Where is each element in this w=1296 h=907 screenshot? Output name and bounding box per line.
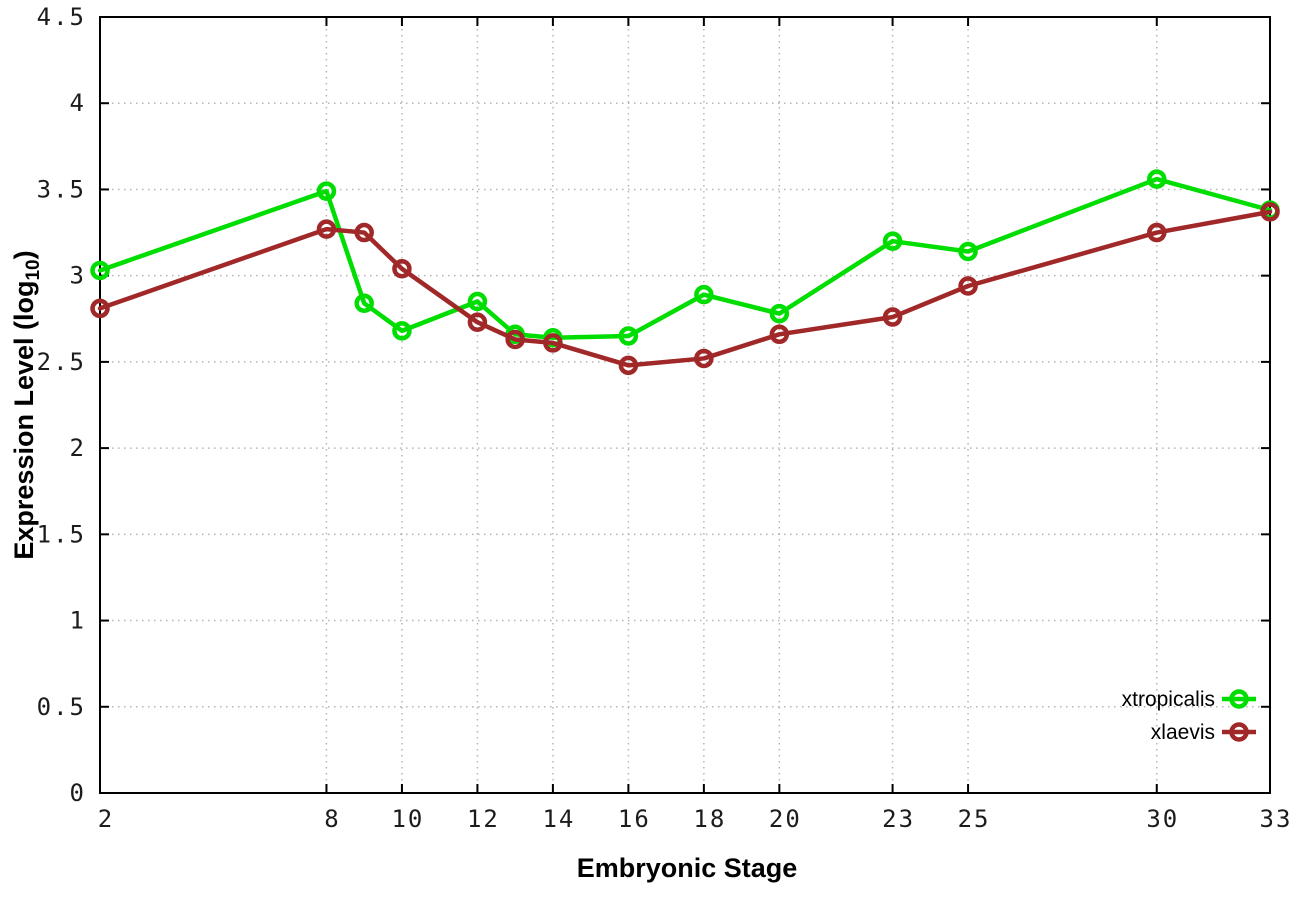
x-tick-label: 23: [882, 805, 915, 833]
y-tick-label: 2: [70, 434, 86, 462]
line-xlaevis: [97, 209, 1273, 368]
legend-label-xtropicalis: xtropicalis: [1122, 688, 1215, 711]
point-xtropicalis-stage9: [354, 293, 374, 314]
point-xtropicalis-stage20: [769, 303, 790, 324]
y-tick-label: 4: [70, 89, 86, 117]
point-xlaevis-stage12: [467, 312, 488, 332]
point-xlaevis-stage25: [958, 276, 978, 296]
point-xtropicalis-stage12: [467, 291, 488, 312]
x-tick-label: 12: [467, 805, 500, 833]
legend-marker-xlaevis: [1229, 722, 1249, 742]
x-tick-label: 20: [769, 805, 802, 833]
x-tick-label: 30: [1146, 805, 1179, 833]
point-xlaevis-stage18: [694, 348, 714, 369]
x-tick-label: 25: [958, 805, 991, 833]
x-tick-label: 33: [1260, 805, 1293, 833]
point-xlaevis-stage13: [505, 329, 525, 350]
x-tick-label: 8: [324, 805, 340, 833]
point-xlaevis-stage30: [1147, 222, 1167, 243]
y-tick-label: 3.5: [37, 175, 86, 203]
point-xtropicalis-stage16: [618, 326, 639, 346]
x-tick-label: 2: [98, 805, 114, 833]
y-tick-label: 1.5: [37, 520, 86, 548]
point-xtropicalis-stage30: [1147, 169, 1167, 189]
y-axis-title: Expression Level (log10): [9, 250, 44, 559]
point-xtropicalis-stage25: [958, 241, 978, 262]
x-tick-label: 18: [693, 805, 726, 833]
series-xlaevis: [90, 202, 1280, 376]
legend-label-xlaevis: xlaevis: [1151, 721, 1215, 744]
data-series: [90, 169, 1280, 376]
x-tick-label: 14: [542, 805, 575, 833]
point-xtropicalis-stage23: [882, 231, 903, 251]
point-xlaevis-stage23: [882, 307, 903, 327]
point-xtropicalis-stage8: [316, 181, 337, 201]
legend: xtropicalis xlaevis: [1122, 688, 1256, 744]
legend-entry-xtropicalis: xtropicalis: [1122, 688, 1256, 711]
tick-labels: 2 8 10 12 14 16 18 20 23 25 30 33 0 0.5 1 1.5 2 2.5 3 3.5 4 4…: [37, 3, 1293, 833]
point-xlaevis-stage33: [1260, 202, 1280, 222]
y-tick-label: 1: [70, 607, 86, 635]
point-xlaevis-stage9: [354, 222, 374, 243]
line-xtropicalis: [97, 176, 1273, 340]
point-xlaevis-stage10: [392, 259, 412, 279]
point-xlaevis-stage2: [90, 298, 110, 319]
y-tick-label: 0: [70, 779, 86, 807]
y-tick-label: 0.5: [37, 693, 86, 721]
legend-entry-xlaevis: xlaevis: [1151, 721, 1256, 744]
point-xlaevis-stage20: [769, 324, 790, 345]
x-axis-title: Embryonic Stage: [577, 853, 798, 883]
x-tick-label: 10: [391, 805, 424, 833]
point-xtropicalis-stage2: [90, 260, 110, 281]
y-tick-label: 2.5: [37, 348, 86, 376]
plot-border: [99, 16, 1271, 794]
point-xlaevis-stage8: [316, 219, 337, 239]
y-tick-label: 4.5: [37, 3, 86, 31]
point-xlaevis-stage14: [543, 333, 563, 353]
x-tick-label: 16: [618, 805, 651, 833]
point-xtropicalis-stage10: [392, 321, 412, 341]
y-tick-label: 3: [70, 262, 86, 290]
point-xlaevis-stage16: [618, 355, 639, 376]
gridlines: [100, 17, 1270, 793]
legend-marker-xtropicalis: [1229, 689, 1249, 709]
plot-frame: [99, 16, 1271, 794]
series-xtropicalis: [90, 169, 1280, 348]
point-xtropicalis-stage18: [694, 284, 714, 305]
